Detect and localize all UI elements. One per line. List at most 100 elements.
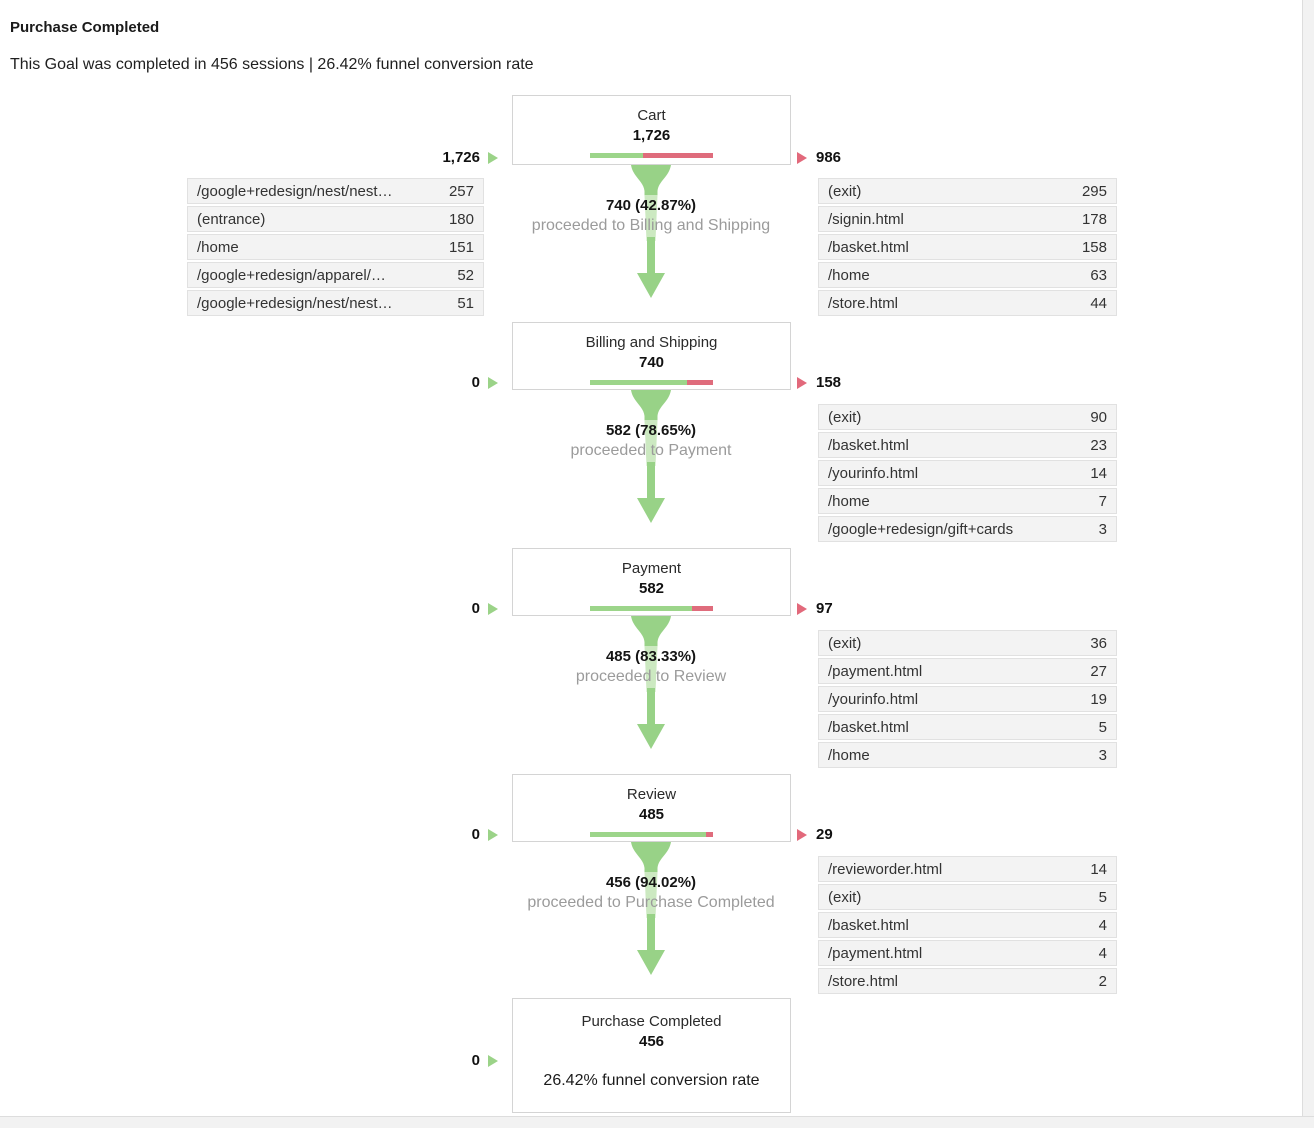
page-count: 90 <box>1090 408 1107 426</box>
page-label: /yourinfo.html <box>828 690 919 708</box>
page-count: 151 <box>448 238 474 256</box>
entered-count: 1,726 <box>442 149 480 166</box>
page-label: (entrance) <box>197 210 266 228</box>
page-count: 51 <box>457 294 474 312</box>
page-label: (exit) <box>828 408 862 426</box>
proceeded-count: 740 (42.87%) <box>605 197 697 214</box>
table-row: /basket.html 4 <box>818 912 1117 938</box>
step-proportion-bar <box>590 832 713 837</box>
step-box-purchase-completed: Purchase Completed 456 26.42% funnel con… <box>512 998 791 1113</box>
step-value: 456 <box>638 1033 665 1050</box>
table-row: /home 3 <box>818 742 1117 768</box>
step-box-review: Review 485 <box>512 774 791 842</box>
funnel-arrow-icon <box>631 616 671 749</box>
table-row: /home 151 <box>187 234 484 260</box>
page-label: /google+redesign/nest/nest… <box>197 182 393 200</box>
page-label: /google+redesign/gift+cards <box>828 520 1014 538</box>
page-label: /basket.html <box>828 718 909 736</box>
step-box-cart: Cart 1,726 <box>512 95 791 165</box>
table-row: /home 7 <box>818 488 1117 514</box>
proceeded-count: 582 (78.65%) <box>605 422 697 439</box>
table-row: /store.html 44 <box>818 290 1117 316</box>
conversion-note: 26.42% funnel conversion rate <box>543 1072 760 1089</box>
page-label: (exit) <box>828 634 862 652</box>
page-label: /basket.html <box>828 238 909 256</box>
page-label: /signin.html <box>828 210 904 228</box>
funnel-arrow-icon <box>631 165 671 298</box>
page-count: 180 <box>448 210 474 228</box>
table-row: /signin.html 178 <box>818 206 1117 232</box>
table-row: (exit) 295 <box>818 178 1117 204</box>
page-count: 14 <box>1090 464 1107 482</box>
step-title: Purchase Completed <box>581 1013 722 1030</box>
page-count: 4 <box>1098 916 1107 934</box>
page-label: /home <box>197 238 239 256</box>
triangle-right-red-icon <box>797 829 807 841</box>
proceeded-count: 456 (94.02%) <box>605 874 697 891</box>
page-label: (exit) <box>828 182 862 200</box>
page-count: 158 <box>1081 238 1107 256</box>
table-row: /basket.html 158 <box>818 234 1117 260</box>
horizontal-scrollbar[interactable] <box>0 1116 1314 1128</box>
entered-count: 0 <box>471 374 480 391</box>
exited-count: 986 <box>816 149 842 166</box>
step-proportion-bar-green <box>590 153 643 158</box>
funnel-arrow-icon <box>631 842 671 975</box>
exited-count: 158 <box>816 374 842 391</box>
page-count: 257 <box>448 182 474 200</box>
funnel-arrow-icon <box>631 390 671 523</box>
table-row: /google+redesign/apparel/… 52 <box>187 262 484 288</box>
step-title: Billing and Shipping <box>585 334 718 351</box>
step-proportion-bar-green <box>590 832 706 837</box>
page-label: /home <box>828 492 870 510</box>
step-proportion-bar <box>590 606 713 611</box>
page-label: /revieworder.html <box>828 860 943 878</box>
step-title: Cart <box>637 107 666 124</box>
page-count: 5 <box>1098 888 1107 906</box>
page-count: 19 <box>1090 690 1107 708</box>
vertical-scrollbar[interactable] <box>1302 0 1314 1116</box>
page-label: (exit) <box>828 888 862 906</box>
page-count: 44 <box>1090 294 1107 312</box>
triangle-right-green-icon <box>488 377 498 389</box>
proceeded-caption: proceeded to Purchase Completed <box>527 894 775 911</box>
entry-pages-table: /google+redesign/nest/nest… 257 (entrance… <box>187 178 484 318</box>
page-count: 3 <box>1098 746 1107 764</box>
step-proportion-bar <box>590 153 713 158</box>
step-title: Review <box>626 786 677 803</box>
table-row: /store.html 2 <box>818 968 1117 994</box>
table-row: /yourinfo.html 19 <box>818 686 1117 712</box>
table-row: (exit) 36 <box>818 630 1117 656</box>
proceeded-caption: proceeded to Billing and Shipping <box>531 217 771 234</box>
table-row: /google+redesign/nest/nest… 257 <box>187 178 484 204</box>
step-proportion-bar-green <box>590 606 693 611</box>
page-title: Purchase Completed <box>10 19 160 36</box>
table-row: (exit) 5 <box>818 884 1117 910</box>
page-label: /basket.html <box>828 436 909 454</box>
page-label: /basket.html <box>828 916 909 934</box>
triangle-right-red-icon <box>797 603 807 615</box>
table-row: /google+redesign/gift+cards 3 <box>818 516 1117 542</box>
page-count: 2 <box>1098 972 1107 990</box>
triangle-right-green-icon <box>488 1055 498 1067</box>
table-row: /home 63 <box>818 262 1117 288</box>
page-label: /yourinfo.html <box>828 464 919 482</box>
page-count: 3 <box>1098 520 1107 538</box>
page-count: 7 <box>1098 492 1107 510</box>
page-label: /home <box>828 266 870 284</box>
exited-count: 29 <box>816 826 833 843</box>
entered-count: 0 <box>471 1052 480 1069</box>
triangle-right-green-icon <box>488 603 498 615</box>
page-count: 178 <box>1081 210 1107 228</box>
table-row: (entrance) 180 <box>187 206 484 232</box>
step-proportion-bar-green <box>590 380 687 385</box>
exit-pages-table: (exit) 295 /signin.html 178 /basket.html 15… <box>818 178 1117 318</box>
exit-pages-table: (exit) 90 /basket.html 23 /yourinfo.html 14… <box>818 404 1117 544</box>
step-title: Payment <box>621 560 682 577</box>
proceeded-count: 485 (83.33%) <box>605 648 697 665</box>
step-value: 582 <box>638 580 665 597</box>
page-label: /payment.html <box>828 944 923 962</box>
step-box-payment: Payment 582 <box>512 548 791 616</box>
table-row: (exit) 90 <box>818 404 1117 430</box>
